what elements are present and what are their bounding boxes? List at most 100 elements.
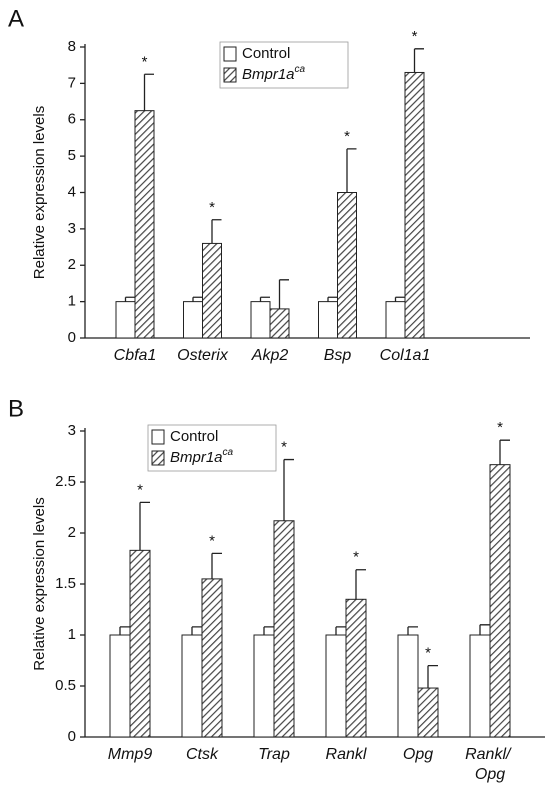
y-tick-label: 4: [68, 183, 76, 200]
legend-label: Bmpr1aca: [242, 64, 306, 83]
y-tick-label: 0.5: [55, 677, 76, 694]
y-tick-label: 1: [68, 626, 76, 643]
bar: [385, 301, 406, 339]
bar: [250, 301, 271, 339]
y-axis-label: Relative expression levels: [31, 497, 48, 670]
x-tick-label: Col1a1: [380, 347, 431, 364]
bar: [397, 634, 419, 738]
y-tick-label: 5: [68, 147, 76, 164]
error-bar: [427, 664, 438, 689]
error-bar: [335, 626, 346, 635]
x-tick-label: Akp2: [251, 347, 289, 364]
bar: [318, 301, 338, 339]
significance-mark: *: [497, 419, 503, 436]
bar: [253, 634, 275, 738]
error-bar: [413, 48, 424, 73]
y-tick-label: 2.5: [55, 473, 76, 490]
bar: [181, 634, 203, 738]
bar: [337, 192, 357, 339]
legend-name: Control: [170, 428, 218, 445]
error-bar: [283, 458, 294, 521]
bar: [201, 578, 223, 738]
x-tick-label: Rankl/ Opg: [465, 746, 515, 783]
legend-label: Control: [170, 428, 218, 445]
error-bar: [355, 569, 366, 600]
error-bar: [479, 624, 490, 635]
y-tick-label: 0: [68, 728, 76, 745]
x-tick-label: Cbfa1: [114, 347, 157, 364]
y-tick-label: 7: [68, 74, 76, 91]
bar: [129, 549, 151, 738]
bar: [109, 634, 131, 738]
x-tick-label: Opg: [403, 746, 433, 763]
legend-name: Control: [242, 45, 290, 62]
x-tick-label: Ctsk: [186, 746, 219, 763]
panel-label: A: [8, 5, 24, 32]
x-tick-label: Rankl: [326, 746, 367, 763]
legend-superscript: ca: [295, 64, 306, 75]
error-bar: [124, 296, 135, 302]
significance-mark: *: [353, 549, 359, 566]
bar: [134, 110, 155, 339]
significance-mark: *: [344, 128, 350, 145]
error-bar: [499, 439, 510, 465]
y-tick-label: 2: [68, 524, 76, 541]
error-bar: [211, 219, 222, 244]
error-bar: [119, 626, 130, 635]
y-tick-label: 1.5: [55, 575, 76, 592]
significance-mark: *: [209, 532, 215, 549]
significance-mark: *: [209, 199, 215, 216]
error-bar: [263, 626, 274, 635]
bar: [469, 634, 491, 738]
x-tick-label: Bsp: [324, 347, 352, 364]
error-bar: [327, 296, 338, 302]
bar: [115, 301, 136, 339]
legend-label: Control: [242, 45, 290, 62]
error-bar: [139, 501, 150, 551]
legend-name: Bmpr1a: [242, 66, 295, 83]
bar: [417, 687, 439, 738]
y-tick-label: 6: [68, 111, 76, 128]
x-tick-label: Mmp9: [108, 746, 153, 763]
significance-mark: *: [137, 481, 143, 498]
y-tick-label: 1: [68, 293, 76, 310]
bar: [404, 71, 425, 339]
y-tick-label: 3: [68, 220, 76, 237]
legend-superscript: ca: [223, 447, 234, 458]
error-bar: [407, 626, 418, 635]
y-tick-label: 0: [68, 329, 76, 346]
error-bar: [211, 552, 222, 579]
legend-box: [219, 41, 349, 89]
significance-mark: *: [412, 28, 418, 45]
legend-box: [147, 424, 277, 472]
error-bar: [143, 73, 154, 111]
error-bar: [278, 279, 289, 309]
legend-swatch: [223, 46, 237, 62]
significance-mark: *: [425, 645, 431, 662]
error-bar: [191, 626, 202, 635]
legend-swatch: [151, 429, 165, 445]
error-bar: [259, 296, 270, 302]
error-bar: [192, 296, 203, 302]
bar: [202, 242, 222, 339]
y-axis-label: Relative expression levels: [31, 106, 48, 279]
legend-label: Bmpr1aca: [170, 447, 234, 466]
bar: [183, 301, 203, 339]
error-bar: [394, 296, 405, 302]
y-tick-label: 8: [68, 38, 76, 55]
x-tick-label: Trap: [258, 746, 290, 763]
legend-swatch: [223, 67, 237, 83]
panel-label: B: [8, 395, 24, 422]
y-tick-label: 3: [68, 422, 76, 439]
x-tick-label: Osterix: [177, 347, 229, 364]
legend-swatch: [151, 450, 165, 466]
significance-mark: *: [142, 53, 148, 70]
y-tick-label: 2: [68, 256, 76, 273]
bar: [325, 634, 347, 738]
significance-mark: *: [281, 439, 287, 456]
legend-name: Bmpr1a: [170, 449, 223, 466]
bar: [273, 520, 295, 738]
error-bar: [346, 148, 357, 193]
